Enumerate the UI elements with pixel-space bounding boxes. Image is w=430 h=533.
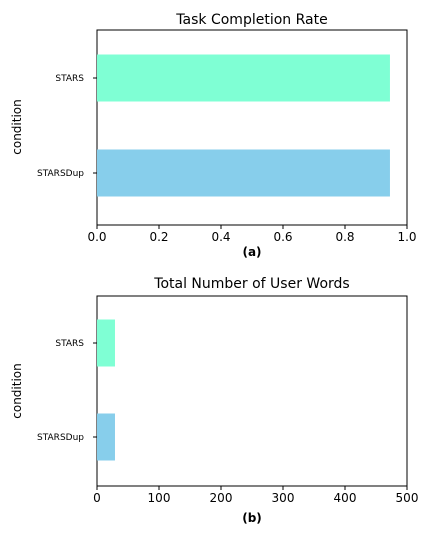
bar-starsdup (97, 413, 115, 461)
chart-b-category-label: STARSDup (37, 433, 84, 443)
chart-a-xtick-label: 0.6 (273, 230, 292, 244)
bar-stars (97, 54, 390, 102)
chart-b-xtick-label: 300 (272, 491, 295, 505)
chart-a-xtick-label: 0.8 (335, 230, 354, 244)
chart-a-bars (97, 54, 390, 197)
chart-b-xtick-marks (96, 486, 408, 490)
chart-a-category-label: STARS (55, 74, 84, 84)
chart-b-title: Total Number of User Words (153, 276, 349, 292)
chart-a: Task Completion Rate STARS STARSDup 0.0 … (10, 12, 417, 259)
chart-a-xtick-marks (96, 225, 408, 229)
chart-a-ytick-marks (93, 77, 97, 174)
chart-b-plot-frame (96, 295, 408, 487)
chart-a-title: Task Completion Rate (175, 12, 327, 28)
chart-a-xtick-label: 1.0 (397, 230, 416, 244)
chart-b-xtick-label: 200 (210, 491, 233, 505)
chart-b-bars (97, 319, 115, 461)
chart-a-category-label: STARSDup (37, 169, 84, 179)
chart-b-category-label: STARS (55, 339, 84, 349)
chart-a-plot-frame (96, 29, 408, 226)
bar-stars (97, 319, 115, 367)
chart-a-xtick-label: 0.0 (87, 230, 106, 244)
chart-a-xlabel: (a) (242, 245, 261, 259)
chart-b-xlabel: (b) (242, 511, 262, 525)
bar-starsdup (97, 149, 390, 197)
chart-b-xtick-label: 0 (93, 491, 101, 505)
chart-b-xtick-label: 100 (148, 491, 171, 505)
chart-a-xtick-label: 0.4 (211, 230, 230, 244)
chart-b-ylabel: condition (10, 363, 24, 418)
chart-a-ylabel: condition (10, 99, 24, 154)
chart-b-ytick-marks (93, 342, 97, 438)
chart-b-xtick-label: 400 (334, 491, 357, 505)
chart-b-xtick-label: 500 (396, 491, 419, 505)
chart-a-xtick-label: 0.2 (149, 230, 168, 244)
chart-b: Total Number of User Words STARS STARSDu… (10, 276, 418, 525)
